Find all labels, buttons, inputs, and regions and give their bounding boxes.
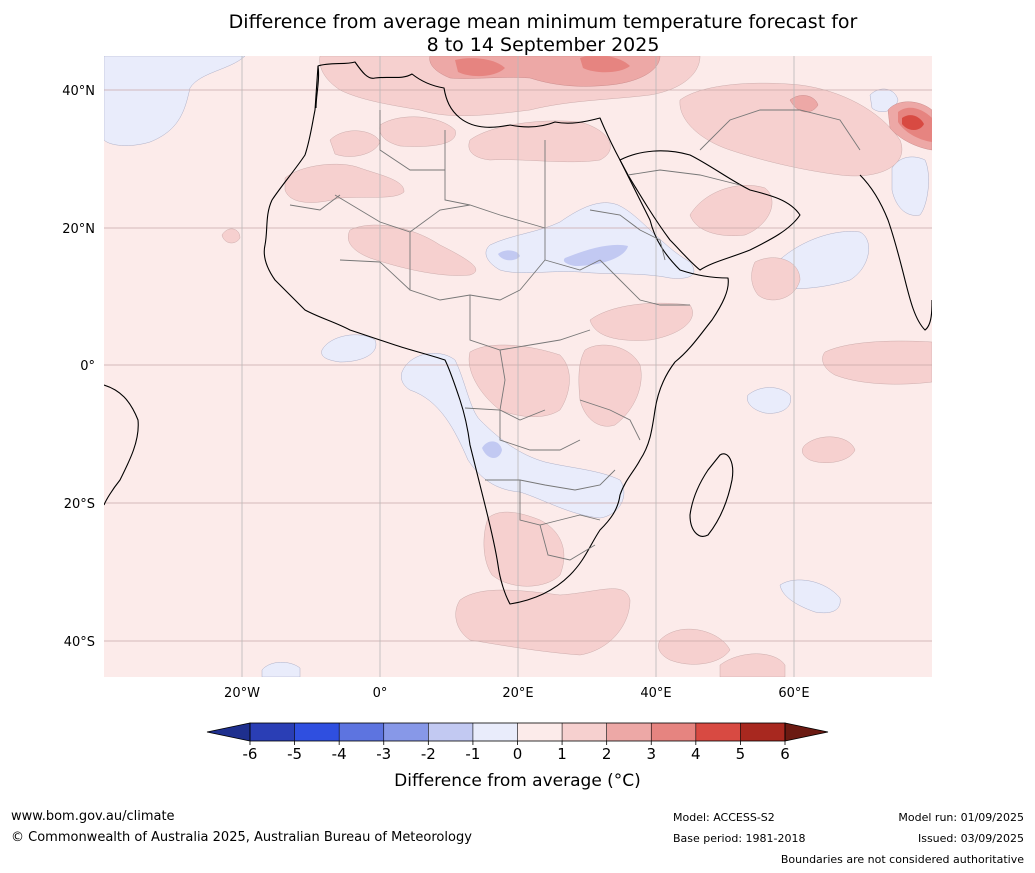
lon-label-20w: 20°W <box>224 686 260 701</box>
colorbar-extend-low <box>206 722 251 742</box>
warm-anomaly-south-atlantic <box>455 588 631 656</box>
national-borders <box>289 109 861 561</box>
india-coastline <box>859 174 932 331</box>
warm-anomaly-middle-east <box>679 82 902 177</box>
lat-label-20n: 20°N <box>62 222 95 237</box>
cool-anomaly-indian-ocean <box>747 387 791 414</box>
warm-anomaly-far-south <box>719 653 786 677</box>
lon-label-60e: 60°E <box>778 686 809 701</box>
colorbar-swatch <box>472 723 518 741</box>
colorbar: -6 -5 -4 -3 -2 -1 0 1 2 3 4 5 6 <box>206 722 829 763</box>
colorbar-tick-label: 0 <box>513 745 523 763</box>
footer-base-period: Base period: 1981-2018 <box>673 832 806 845</box>
footer-disclaimer: Boundaries are not considered authoritat… <box>780 853 1024 866</box>
chart-title-line-1: Difference from average mean minimum tem… <box>228 11 858 33</box>
colorbar-tick-label: 1 <box>557 745 567 763</box>
colorbar-tick-label: 4 <box>691 745 701 763</box>
colorbar-swatch <box>651 723 696 741</box>
cool-anomaly-south-indian-ocean <box>779 579 841 613</box>
footer-issued: Issued: 03/09/2025 <box>917 832 1024 845</box>
warm-anomaly-libya <box>379 116 456 147</box>
warm-anomaly-iran <box>789 95 819 113</box>
colorbar-swatch <box>740 723 785 741</box>
colorbar-tick-label: -6 <box>243 745 258 763</box>
colorbar-tick-label: -2 <box>421 745 436 763</box>
colorbar-tick-label: 6 <box>780 745 790 763</box>
cool-anomaly-gulf-of-guinea <box>321 334 377 363</box>
warm-anomaly-arabian-sea <box>751 257 801 301</box>
western-coastline-south-america <box>104 384 139 506</box>
lat-label-0: 0° <box>80 359 95 374</box>
colorbar-swatch <box>383 723 429 741</box>
colorbar-title: Difference from average (°C) <box>394 771 641 791</box>
warm-anomaly-equatorial-indian-ocean <box>822 340 932 385</box>
warm-anomaly-egypt <box>468 120 611 163</box>
footer-model: Model: ACCESS-S2 <box>673 811 775 824</box>
cool-anomaly-sahel <box>485 202 695 279</box>
warm-core-turkey <box>580 56 630 73</box>
cool-anomaly-central-africa <box>401 353 625 519</box>
colorbar-swatch <box>606 723 652 741</box>
iberia-coastline <box>315 65 320 109</box>
madagascar-coastline <box>689 453 734 537</box>
graticule-meridians <box>241 56 795 677</box>
lon-label-0: 0° <box>373 686 388 701</box>
cool-anomaly-india <box>891 156 929 216</box>
warm-anomaly-sahara-west <box>284 163 405 203</box>
warm-anomaly-congo <box>468 344 570 417</box>
cool-core-angola <box>482 441 502 458</box>
warm-anomaly-south-indian-ocean <box>802 436 856 463</box>
cool-core-west-sahel <box>498 250 520 261</box>
colorbar-swatch <box>250 723 295 741</box>
africa-coastline <box>263 61 729 605</box>
colorbar-tick-label: 2 <box>602 745 612 763</box>
warm-core-greece <box>455 58 505 77</box>
lat-label-20s: 20°S <box>64 497 95 512</box>
warm-anomaly-east-africa <box>589 302 693 341</box>
warm-anomaly-arabia <box>689 185 773 236</box>
lon-label-40e: 40°E <box>640 686 671 701</box>
colorbar-extend-high <box>784 722 829 742</box>
colorbar-swatch <box>695 723 741 741</box>
footer-copyright: © Commonwealth of Australia 2025, Austra… <box>11 830 472 845</box>
lat-label-40s: 40°S <box>64 635 95 650</box>
colorbar-tick-label: -1 <box>465 745 480 763</box>
warm-anomaly-southern-africa <box>483 511 565 587</box>
chart-title-line-2: 8 to 14 September 2025 <box>426 34 660 56</box>
arabia-coastline <box>619 150 801 271</box>
cool-core-sahel <box>563 244 628 266</box>
coastlines <box>104 61 932 605</box>
colorbar-tick-label: 3 <box>646 745 656 763</box>
lat-label-40n: 40°N <box>62 84 95 99</box>
warm-peak-himalaya <box>902 115 924 130</box>
footer-model-run: Model run: 01/09/2025 <box>898 811 1024 824</box>
colorbar-swatch <box>517 723 563 741</box>
colorbar-tick-label: 5 <box>736 745 746 763</box>
colorbar-tick-label: -5 <box>287 745 302 763</box>
colorbar-tick-label: -3 <box>376 745 391 763</box>
colorbar-swatch <box>428 723 473 741</box>
colorbar-swatch <box>562 723 607 741</box>
cool-anomaly-south-atlantic <box>261 662 301 677</box>
colorbar-swatch <box>294 723 340 741</box>
warm-anomaly-atlantic-west <box>221 228 241 244</box>
footer-website: www.bom.gov.au/climate <box>11 809 175 824</box>
cool-anomaly-tibet <box>869 88 899 112</box>
colorbar-tick-label: -4 <box>332 745 347 763</box>
lon-label-20e: 20°E <box>502 686 533 701</box>
warm-anomaly-south-indian-ocean-2 <box>658 628 731 665</box>
cool-anomaly-north-atlantic <box>104 56 246 146</box>
colorbar-swatch <box>339 723 384 741</box>
